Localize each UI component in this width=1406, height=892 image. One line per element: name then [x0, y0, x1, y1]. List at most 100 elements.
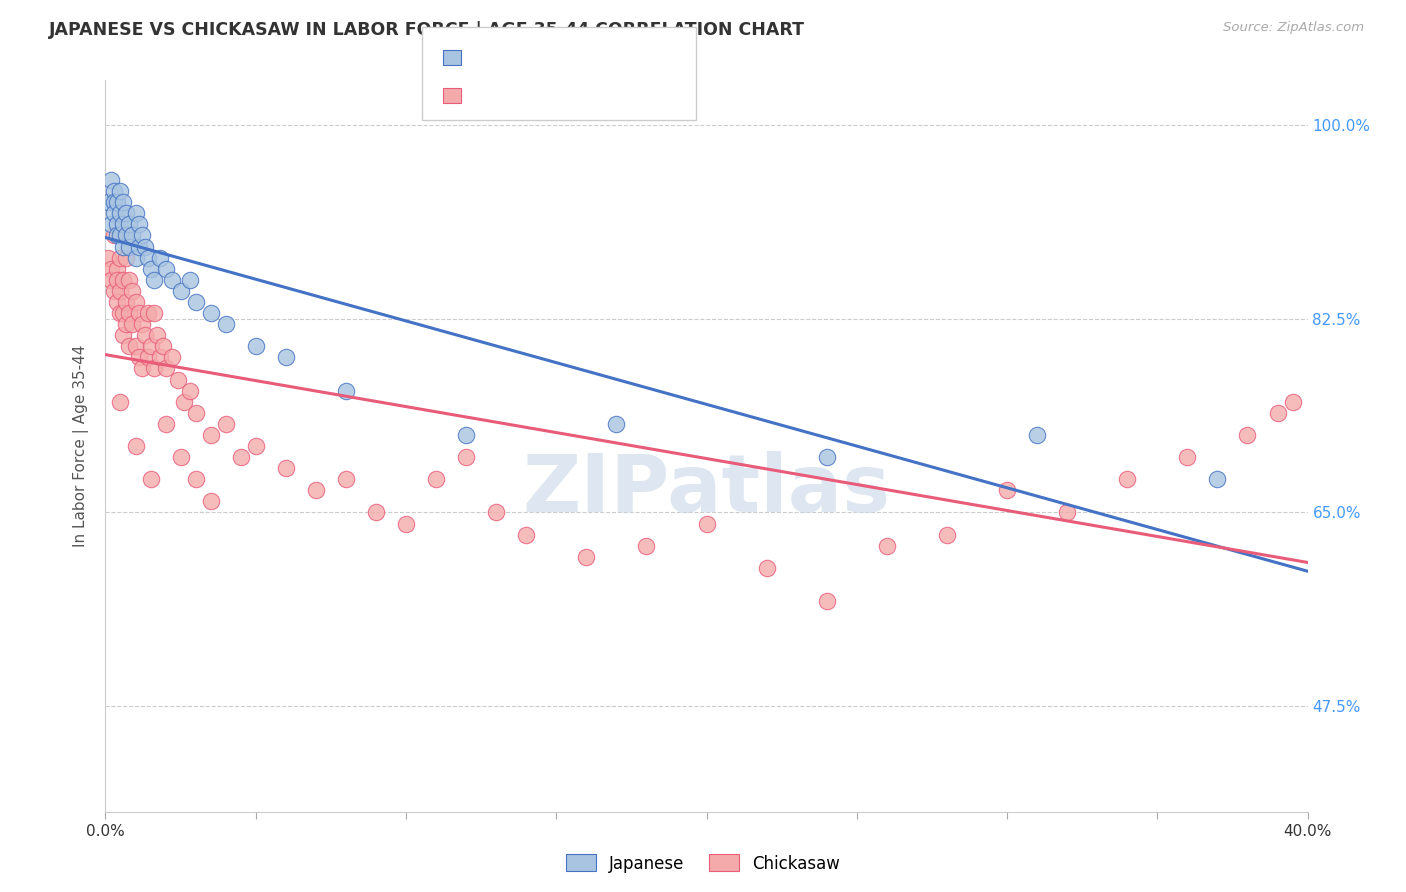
Point	[107, 261, 129, 276]
Point	[115, 251, 138, 265]
Point	[107, 218, 129, 232]
Point	[200, 428, 222, 442]
Point	[112, 328, 135, 343]
Point	[100, 173, 122, 187]
Point	[128, 306, 150, 320]
Point	[118, 273, 141, 287]
Point	[136, 251, 159, 265]
Point	[214, 317, 236, 331]
Text: N = 45: N = 45	[586, 47, 644, 65]
Point	[166, 372, 188, 386]
Point	[115, 317, 138, 331]
Point	[112, 273, 135, 287]
Point	[110, 228, 132, 243]
Text: Source: ZipAtlas.com: Source: ZipAtlas.com	[1223, 21, 1364, 34]
Point	[815, 594, 838, 608]
Point	[136, 306, 159, 320]
Text: R =: R =	[471, 47, 508, 65]
Point	[200, 494, 222, 508]
Point	[148, 251, 170, 265]
Point	[121, 284, 143, 298]
Point	[103, 195, 125, 210]
Point	[200, 306, 222, 320]
Point	[1206, 472, 1229, 486]
Y-axis label: In Labor Force | Age 35-44: In Labor Force | Age 35-44	[73, 345, 90, 547]
Point	[515, 527, 537, 541]
Point	[100, 273, 122, 287]
Point	[245, 439, 267, 453]
Point	[103, 228, 125, 243]
Point	[454, 450, 477, 464]
Point	[995, 483, 1018, 498]
Point	[145, 328, 167, 343]
Point	[184, 406, 207, 420]
Point	[139, 339, 162, 353]
Text: JAPANESE VS CHICKASAW IN LABOR FORCE | AGE 35-44 CORRELATION CHART: JAPANESE VS CHICKASAW IN LABOR FORCE | A…	[49, 21, 806, 38]
Point	[605, 417, 627, 431]
Point	[118, 218, 141, 232]
Point	[142, 361, 165, 376]
Point	[1175, 450, 1198, 464]
Point	[936, 527, 959, 541]
Point	[1281, 394, 1303, 409]
Point	[128, 218, 150, 232]
Point	[1116, 472, 1139, 486]
Point	[815, 450, 838, 464]
Point	[115, 294, 138, 309]
Point	[1267, 406, 1289, 420]
Point	[128, 351, 150, 365]
Point	[115, 228, 138, 243]
Point	[395, 516, 418, 531]
Point	[160, 273, 183, 287]
Point	[136, 351, 159, 365]
Point	[112, 239, 135, 253]
Point	[1056, 506, 1078, 520]
Point	[121, 228, 143, 243]
Point	[118, 339, 141, 353]
Point	[575, 549, 598, 564]
Point	[274, 351, 297, 365]
Point	[124, 439, 146, 453]
Text: R =: R =	[471, 85, 512, 103]
Point	[131, 228, 153, 243]
Point	[425, 472, 447, 486]
Point	[139, 261, 162, 276]
Point	[184, 472, 207, 486]
Point	[305, 483, 328, 498]
Point	[134, 328, 156, 343]
Point	[214, 417, 236, 431]
Point	[112, 306, 135, 320]
Point	[110, 306, 132, 320]
Point	[124, 339, 146, 353]
Point	[335, 384, 357, 398]
Point	[155, 261, 177, 276]
Point	[112, 195, 135, 210]
Point	[155, 417, 177, 431]
Point	[100, 218, 122, 232]
Point	[131, 361, 153, 376]
Point	[755, 561, 778, 575]
Point	[100, 261, 122, 276]
Point	[1026, 428, 1049, 442]
Point	[97, 195, 120, 210]
Point	[124, 206, 146, 220]
Point	[636, 539, 658, 553]
Point	[97, 251, 120, 265]
Text: -0.345: -0.345	[513, 47, 572, 65]
Point	[139, 472, 162, 486]
Point	[142, 306, 165, 320]
Point	[118, 306, 141, 320]
Point	[1236, 428, 1258, 442]
Point	[155, 361, 177, 376]
Point	[134, 239, 156, 253]
Point	[173, 394, 195, 409]
Point	[364, 506, 387, 520]
Point	[274, 461, 297, 475]
Point	[229, 450, 252, 464]
Point	[184, 294, 207, 309]
Point	[103, 206, 125, 220]
Point	[103, 284, 125, 298]
Point	[118, 239, 141, 253]
Point	[169, 284, 191, 298]
Point	[110, 394, 132, 409]
